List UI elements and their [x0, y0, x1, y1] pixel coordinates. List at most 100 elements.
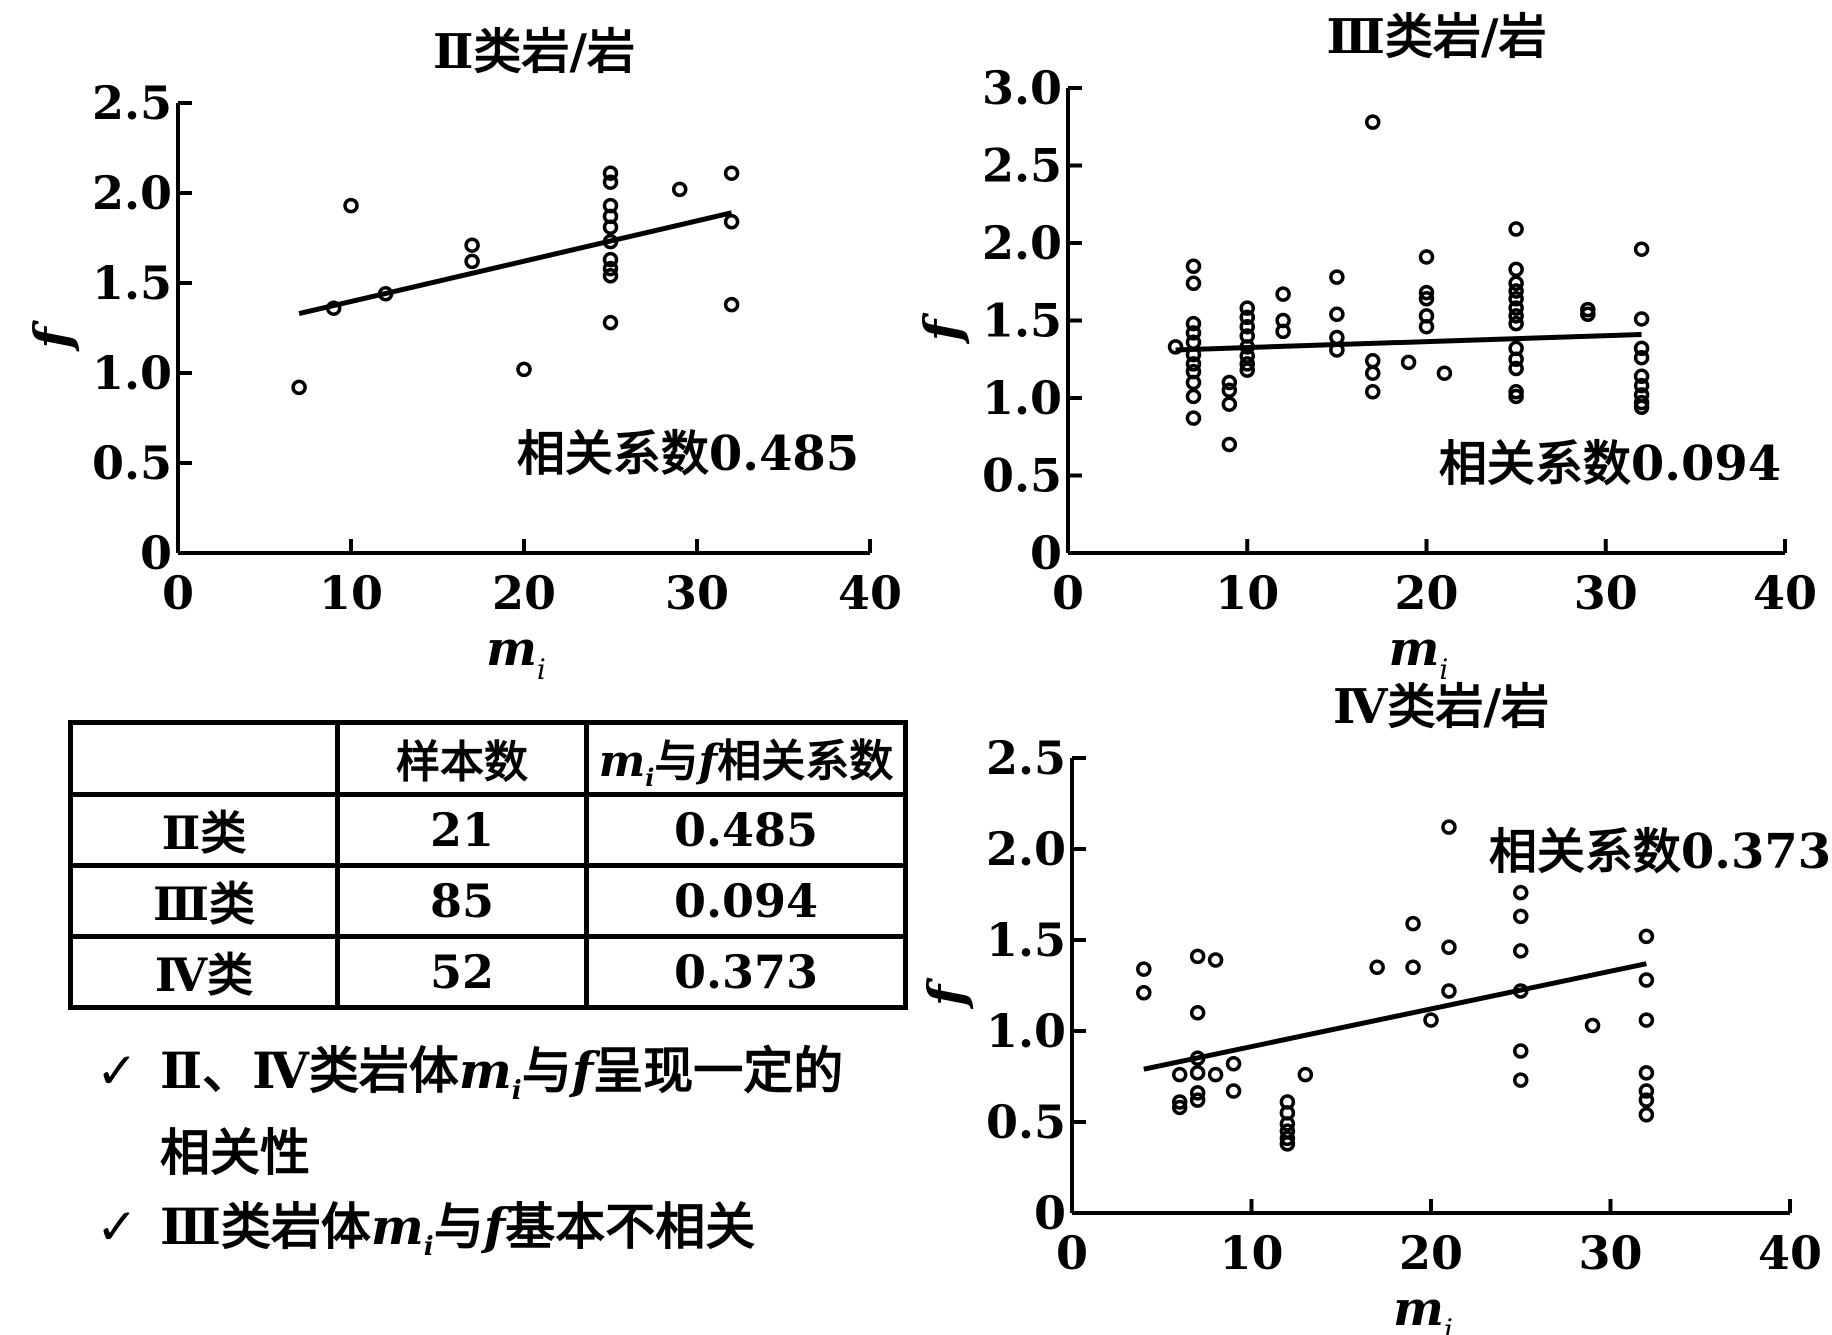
table-header-i: i [645, 762, 655, 792]
correlation-annotation: 相关系数0.373 [1489, 824, 1831, 880]
data-point [1279, 1136, 1296, 1152]
data-point [671, 181, 688, 198]
correlation-annotation: 相关系数0.485 [517, 426, 859, 482]
data-point [1221, 396, 1238, 412]
x-axis-label: mi [1393, 1281, 1453, 1335]
x-tick-label: 30 [1574, 566, 1638, 620]
y-axis-label: f [917, 977, 976, 1009]
table-row-coef: 0.094 [584, 862, 908, 939]
y-tick-label: 2.5 [986, 731, 1066, 785]
data-point [291, 379, 307, 396]
data-point [1508, 261, 1524, 278]
note-var-f: f [483, 1197, 506, 1256]
data-point [1418, 291, 1435, 307]
x-tick-label: 30 [1578, 1226, 1642, 1280]
x-axis-label-main: m [486, 621, 537, 677]
table-header-f: f [698, 736, 718, 787]
table-row-count: 85 [335, 862, 589, 939]
data-point [1508, 308, 1524, 324]
data-point [723, 214, 740, 230]
data-point [1189, 1065, 1206, 1081]
data-point [1239, 300, 1255, 316]
data-point [602, 174, 619, 190]
table-header-row: 样本数 mi与f相关系数 [68, 720, 908, 797]
data-point [1189, 948, 1206, 965]
data-point [1221, 436, 1238, 453]
x-tick-label: 30 [665, 566, 729, 620]
data-point [1633, 311, 1650, 327]
data-point [1400, 354, 1417, 371]
note-var-i: i [423, 1232, 434, 1262]
data-point [1508, 300, 1524, 316]
data-point [1441, 819, 1457, 835]
data-point [1513, 908, 1529, 925]
data-point [1513, 884, 1529, 901]
data-point [464, 253, 480, 270]
data-point [1513, 1043, 1529, 1059]
x-tick-label: 40 [1753, 566, 1817, 620]
data-point [1185, 346, 1202, 363]
data-point [1441, 939, 1457, 956]
y-tick-label: 1.0 [986, 1004, 1066, 1058]
data-point [1329, 329, 1345, 346]
data-point [1136, 961, 1152, 977]
data-point [1364, 365, 1381, 381]
table-row-coef: 0.373 [584, 933, 908, 1010]
chart-title: Ⅱ类岩/岩 [433, 24, 635, 80]
y-tick-label: 2.0 [92, 166, 172, 220]
data-point [464, 237, 480, 253]
table-header-m: m [598, 736, 646, 787]
data-point [1171, 1099, 1188, 1116]
data-point [602, 251, 619, 268]
data-point [1508, 291, 1524, 307]
data-point [1239, 362, 1255, 378]
data-point [1364, 384, 1381, 400]
checkmark-icon: ✓ [96, 1198, 138, 1256]
x-tick-label: 0 [1056, 1226, 1088, 1280]
data-point [1279, 1116, 1296, 1132]
y-tick-label: 2.5 [982, 139, 1062, 193]
y-tick-label: 1.5 [982, 294, 1062, 348]
table-row: Ⅳ类 52 0.373 [68, 933, 908, 1010]
data-point [1329, 342, 1345, 358]
data-point [1633, 368, 1650, 385]
data-point [1638, 1065, 1655, 1081]
y-tick-label: 2.0 [982, 216, 1062, 270]
note-text-part: 与 [521, 1041, 572, 1100]
y-axis-label: f [913, 312, 972, 344]
data-point [1423, 1012, 1439, 1028]
data-point [377, 286, 394, 302]
chart-title: Ⅲ类岩/岩 [1327, 9, 1547, 65]
data-point [1185, 374, 1202, 391]
data-point [1275, 286, 1291, 302]
table-header-coef: mi与f相关系数 [584, 720, 908, 797]
data-point [1185, 258, 1202, 274]
data-point [1171, 1066, 1188, 1083]
data-point [1508, 360, 1524, 377]
data-point [1638, 1106, 1655, 1123]
data-point [1441, 983, 1457, 999]
x-tick-label: 10 [1215, 566, 1279, 620]
data-point [1239, 309, 1255, 326]
data-point [1297, 1066, 1314, 1083]
x-tick-label: 40 [838, 566, 902, 620]
data-point [1508, 275, 1524, 292]
table-row-count: 52 [335, 933, 589, 1010]
scatter-chart-3: 0 0.5 1.0 1.5 2.0 2.5 0 10 20 30 40 Ⅳ类岩/岩 mi f 相关系数0.3… [917, 679, 1831, 1335]
x-axis-label-sub: i [1439, 653, 1448, 686]
note-text-part: Ⅲ类岩体 [160, 1197, 371, 1256]
data-point [723, 165, 740, 181]
data-point [602, 165, 619, 181]
data-point [1167, 339, 1184, 355]
data-point [1508, 351, 1524, 367]
table-header-yu: 与 [654, 736, 699, 787]
data-point [602, 314, 619, 331]
data-point [1633, 241, 1650, 257]
data-point [1633, 340, 1650, 357]
x-axis-label-main: m [1393, 1281, 1444, 1335]
data-point [1189, 1050, 1206, 1067]
data-point [1584, 1017, 1601, 1034]
data-point [602, 219, 619, 235]
data-point [1638, 1083, 1655, 1099]
y-tick-label: 1.5 [986, 913, 1066, 967]
